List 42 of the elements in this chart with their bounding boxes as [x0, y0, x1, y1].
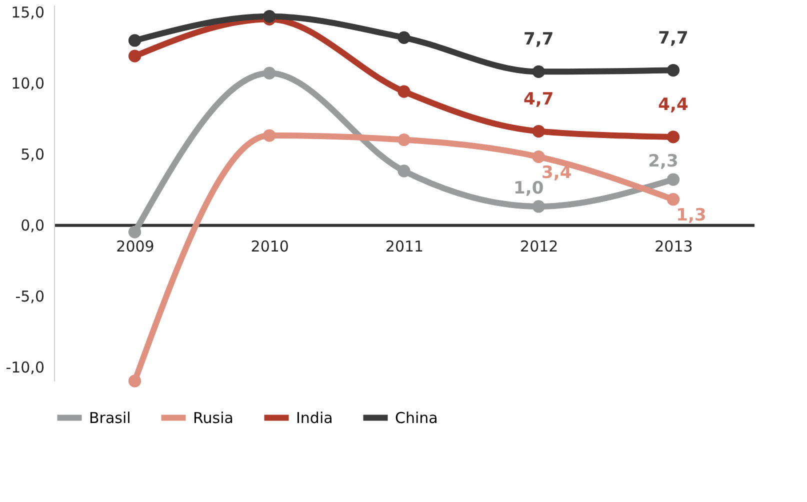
annotation: 1,0 — [514, 178, 544, 198]
point — [666, 173, 680, 186]
point — [128, 374, 142, 388]
x-tick-label: 2012 — [520, 237, 558, 256]
point — [666, 64, 680, 77]
point — [263, 66, 276, 80]
point — [398, 31, 410, 44]
annotation: 2,3 — [648, 152, 678, 172]
annotation: 7,7 — [658, 28, 688, 48]
point — [666, 130, 680, 144]
x-tick-label: 2011 — [385, 237, 424, 256]
annotation: 4,4 — [658, 94, 688, 115]
point — [263, 10, 276, 23]
legend-label: China — [395, 408, 438, 427]
point — [128, 50, 142, 62]
point — [398, 133, 410, 146]
annotation: 3,4 — [542, 162, 572, 183]
legend-label: Brasil — [89, 408, 131, 427]
point — [666, 193, 680, 206]
y-tick-label: 10,0 — [11, 74, 44, 93]
annotation: 7,7 — [524, 30, 554, 50]
x-tick-label: 2010 — [250, 237, 289, 256]
legend-label: India — [296, 408, 333, 427]
x-tick-label: 2013 — [654, 237, 693, 256]
y-tick-label: 5,0 — [20, 145, 44, 164]
point — [532, 65, 545, 78]
point — [398, 164, 410, 178]
point — [263, 129, 276, 142]
point — [128, 34, 142, 47]
point — [398, 85, 410, 98]
annotation: 1,3 — [676, 205, 706, 226]
legend-label: Rusia — [193, 408, 234, 427]
x-tick-label: 2009 — [116, 237, 154, 256]
point — [532, 150, 545, 164]
point — [532, 124, 545, 138]
y-tick-label: -5,0 — [15, 287, 44, 306]
point — [128, 226, 142, 238]
point — [532, 200, 545, 213]
y-tick-label: 15,0 — [11, 4, 44, 22]
annotation: 4,7 — [524, 89, 554, 110]
y-tick-label: -10,0 — [6, 358, 44, 376]
y-tick-label: 0,0 — [20, 216, 44, 234]
